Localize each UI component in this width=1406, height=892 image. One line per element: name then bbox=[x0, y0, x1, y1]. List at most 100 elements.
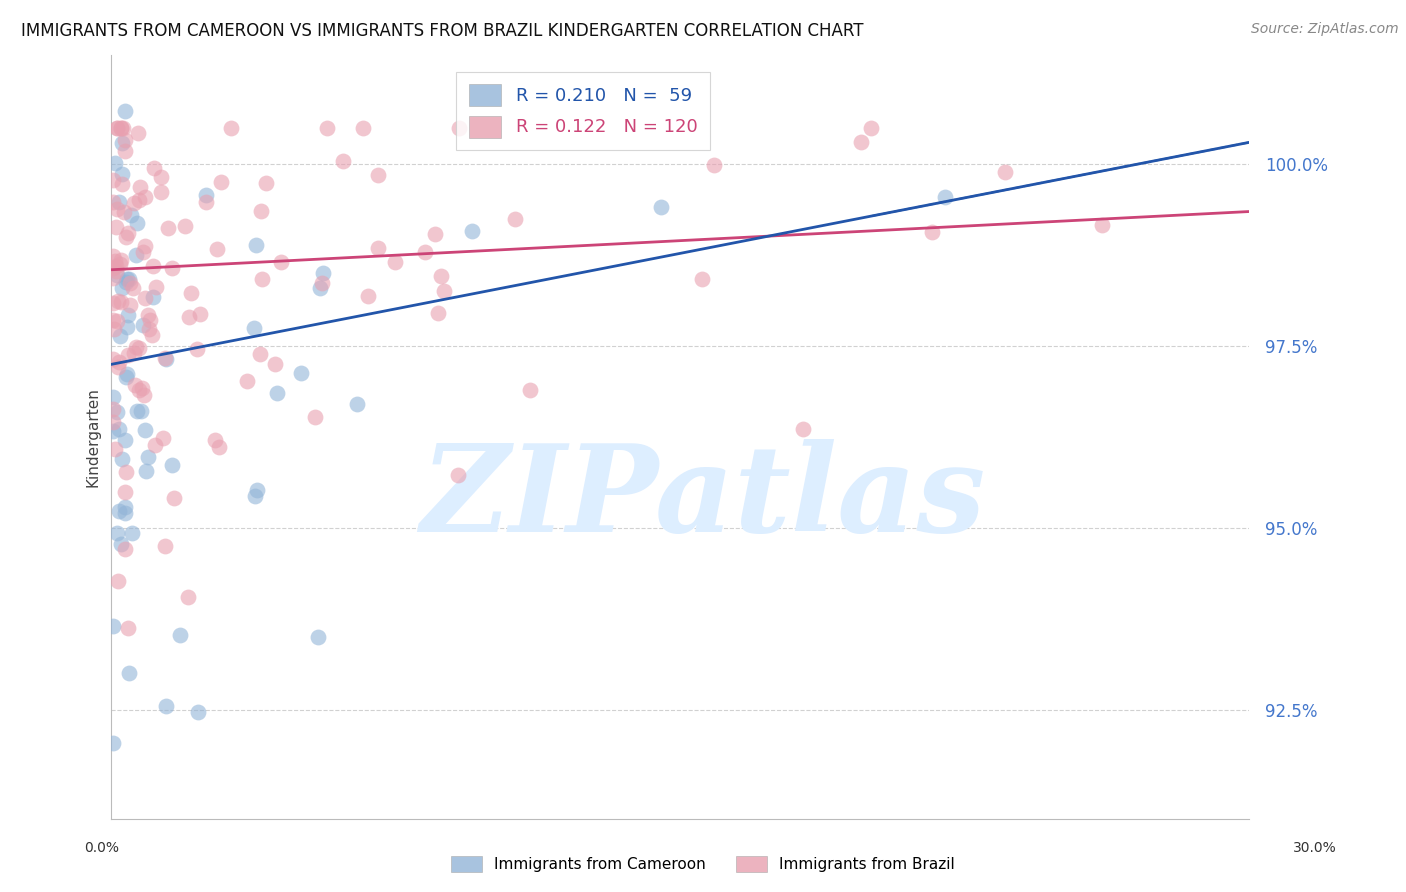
Point bbox=[153, 540, 176, 554]
Point bbox=[117, 226, 139, 240]
Point bbox=[114, 484, 136, 499]
Point bbox=[994, 165, 1017, 179]
Point bbox=[111, 136, 134, 151]
Point bbox=[114, 506, 136, 520]
Point bbox=[110, 252, 132, 267]
Point bbox=[117, 348, 139, 362]
Point bbox=[107, 195, 129, 210]
Point bbox=[423, 227, 446, 242]
Point bbox=[105, 268, 128, 282]
Point bbox=[117, 308, 139, 322]
Point bbox=[105, 121, 128, 136]
Point bbox=[103, 391, 125, 405]
Point bbox=[249, 347, 271, 361]
Point bbox=[127, 126, 149, 140]
Point bbox=[122, 196, 145, 211]
Point bbox=[859, 120, 882, 135]
Point bbox=[115, 272, 138, 286]
Point bbox=[134, 423, 156, 437]
Point bbox=[114, 133, 136, 147]
Point bbox=[110, 120, 132, 135]
Point bbox=[204, 433, 226, 447]
Point bbox=[105, 526, 128, 541]
Point bbox=[121, 281, 143, 295]
Point bbox=[107, 314, 129, 328]
Point bbox=[112, 205, 135, 219]
Legend: Immigrants from Cameroon, Immigrants from Brazil: Immigrants from Cameroon, Immigrants fro… bbox=[443, 848, 963, 880]
Point bbox=[145, 280, 167, 294]
Point bbox=[114, 500, 136, 514]
Point bbox=[122, 346, 145, 360]
Point bbox=[110, 120, 132, 135]
Point bbox=[103, 194, 125, 209]
Point bbox=[141, 327, 163, 342]
Point bbox=[650, 200, 672, 214]
Point bbox=[194, 187, 217, 202]
Point bbox=[186, 342, 208, 356]
Point bbox=[124, 377, 146, 392]
Point bbox=[249, 204, 271, 219]
Point bbox=[703, 158, 725, 172]
Point bbox=[346, 397, 368, 411]
Point bbox=[134, 189, 156, 203]
Point bbox=[105, 202, 128, 216]
Point bbox=[108, 329, 131, 343]
Point bbox=[128, 383, 150, 397]
Point bbox=[125, 248, 148, 262]
Point bbox=[107, 422, 129, 436]
Point bbox=[692, 272, 714, 286]
Point bbox=[138, 450, 160, 464]
Point bbox=[108, 354, 131, 368]
Point bbox=[211, 175, 233, 189]
Text: 30.0%: 30.0% bbox=[1292, 841, 1337, 855]
Point bbox=[107, 293, 129, 308]
Point bbox=[114, 465, 136, 479]
Point bbox=[290, 366, 312, 380]
Point bbox=[187, 705, 209, 719]
Point bbox=[142, 161, 165, 175]
Point bbox=[307, 631, 329, 645]
Point bbox=[107, 574, 129, 588]
Point bbox=[103, 296, 125, 310]
Point bbox=[162, 458, 184, 472]
Point bbox=[270, 255, 292, 269]
Point bbox=[118, 271, 141, 285]
Point bbox=[429, 269, 451, 284]
Point bbox=[176, 591, 198, 605]
Point bbox=[103, 424, 125, 438]
Point bbox=[111, 167, 134, 181]
Point bbox=[105, 220, 128, 235]
Point bbox=[427, 306, 450, 320]
Point bbox=[155, 351, 177, 366]
Text: Source: ZipAtlas.com: Source: ZipAtlas.com bbox=[1251, 22, 1399, 37]
Point bbox=[173, 219, 195, 234]
Point bbox=[103, 736, 125, 750]
Point bbox=[266, 385, 288, 400]
Point bbox=[163, 491, 186, 505]
Point bbox=[132, 244, 155, 259]
Point bbox=[107, 359, 129, 374]
Point bbox=[142, 260, 165, 274]
Point bbox=[114, 145, 136, 159]
Point bbox=[162, 260, 184, 275]
Point bbox=[849, 135, 872, 149]
Point bbox=[115, 320, 138, 334]
Point bbox=[207, 242, 229, 256]
Point bbox=[180, 285, 202, 300]
Point bbox=[316, 120, 339, 135]
Point bbox=[125, 216, 148, 230]
Point bbox=[103, 271, 125, 285]
Point bbox=[103, 415, 125, 429]
Point bbox=[104, 259, 127, 273]
Point bbox=[1090, 218, 1112, 232]
Point bbox=[152, 431, 174, 445]
Y-axis label: Kindergarten: Kindergarten bbox=[86, 387, 100, 487]
Point bbox=[332, 154, 354, 169]
Point bbox=[115, 230, 138, 244]
Point bbox=[142, 290, 165, 304]
Point bbox=[194, 195, 217, 210]
Point bbox=[104, 156, 127, 170]
Point bbox=[236, 374, 259, 388]
Point bbox=[111, 281, 134, 295]
Point bbox=[254, 176, 277, 190]
